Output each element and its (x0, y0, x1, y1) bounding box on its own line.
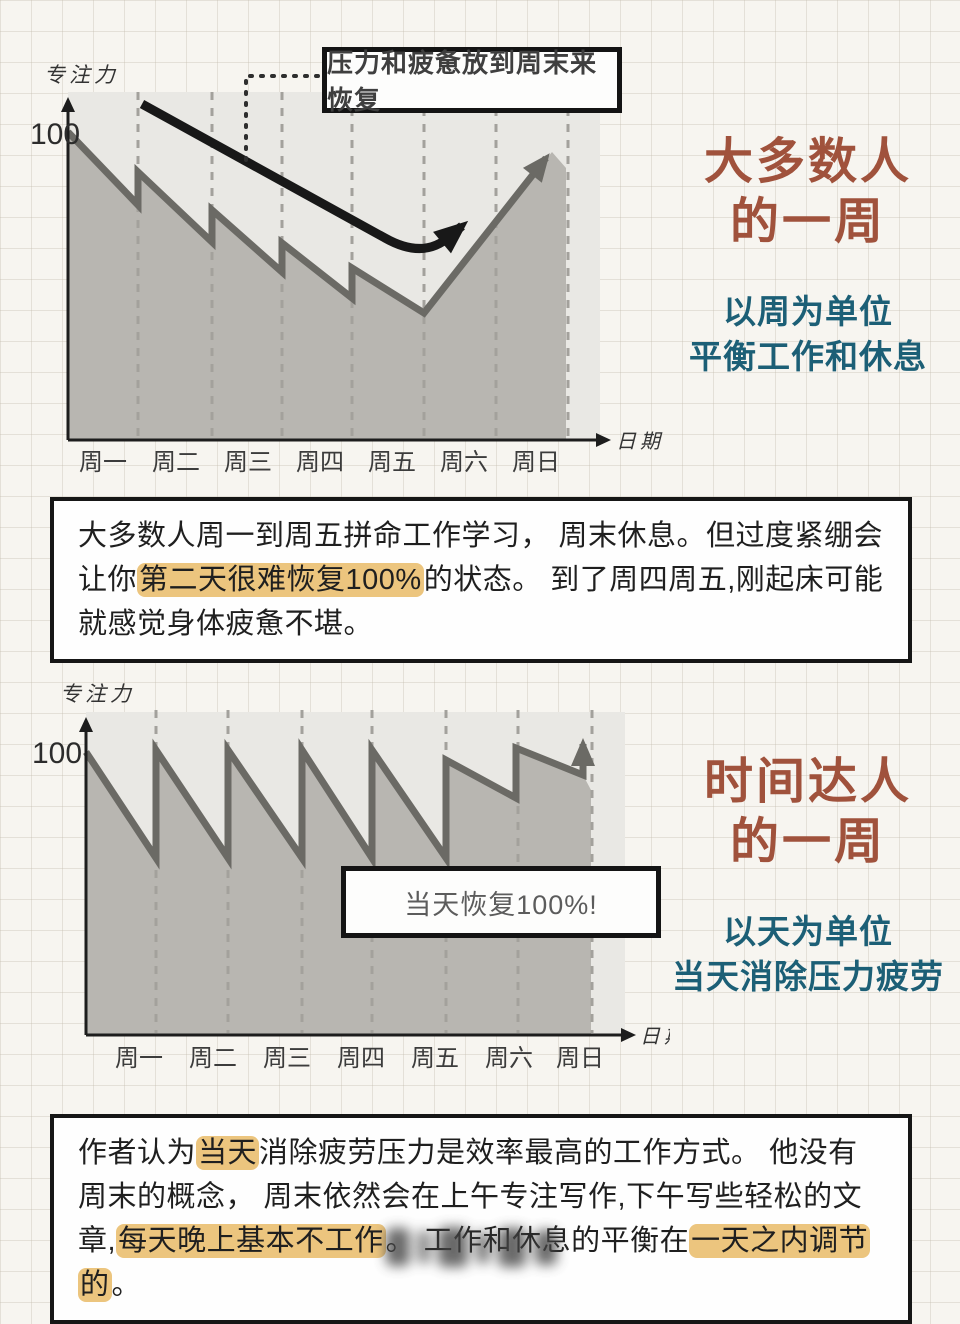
title-line: 大多数人 (703, 135, 912, 189)
x-axis-label: 日期 (640, 1026, 670, 1048)
panel-subtitle-weekly-balance: 以周为单位 平衡工作和休息 (657, 289, 959, 380)
y-tick-100: 100 (30, 118, 80, 151)
y-tick-100: 100 (32, 737, 82, 770)
subtitle-line: 以天为单位 (723, 912, 893, 950)
paragraph-segment: 。 (111, 1269, 142, 1302)
chart-most-people-week: 专注力 100 日期 周一 周二 周三 周四 周五 周六 周日 (30, 63, 664, 476)
svg-text:周二: 周二 (189, 1045, 237, 1072)
svg-text:周五: 周五 (411, 1045, 459, 1072)
paragraph-segment: 大多数人周一到周五拼命工作学习， 周末休息。但过度紧绷会让你 (78, 520, 884, 597)
day-tick-labels: 周一 周二 周三 周四 周五 周六 周日 (79, 449, 560, 476)
day-tick-labels: 周一 周二 周三 周四 周五 周六 周日 (115, 1045, 604, 1072)
svg-text:周日: 周日 (556, 1045, 604, 1072)
title-line: 的一周 (729, 814, 886, 869)
svg-text:周六: 周六 (485, 1045, 533, 1072)
svg-text:周一: 周一 (115, 1045, 163, 1072)
paragraph-segment: 的状态。 到了周四周五,刚起床可能就感觉身体疲惫不堪。 (78, 564, 884, 641)
focus-sawtooth-line (65, 129, 550, 318)
panel-title-most-people: 大多数人 的一周 (657, 133, 959, 253)
annotation-text: 压力和疲惫放到周末来恢复 (327, 48, 598, 115)
callout-dotted-connector (244, 74, 320, 170)
paragraph-segment: 作者认为 (78, 1137, 197, 1169)
svg-text:周三: 周三 (263, 1045, 311, 1072)
focus-sawtooth-line (83, 738, 595, 870)
right-panel-time-master: 时间达人 的一周 以天为单位 当天消除压力疲劳 (657, 753, 959, 1000)
focus-area-fill (86, 748, 591, 1035)
annotation-box-weekend-recovery: 压力和疲惫放到周末来恢复 (322, 47, 622, 115)
annotation-text: 当天恢复100%! (404, 889, 598, 920)
focus-area-fill (68, 132, 566, 440)
x-axis-label: 日期 (616, 431, 664, 453)
subtitle-line: 以周为单位 (723, 292, 893, 330)
explanation-box-most-people: 大多数人周一到周五拼命工作学习， 周末休息。但过度紧绷会让你第二天很难恢复100… (50, 497, 912, 664)
panel-subtitle-daily-balance: 以天为单位 当天消除压力疲劳 (657, 909, 959, 1000)
y-axis-label: 专注力 (60, 682, 135, 706)
axes (61, 97, 611, 447)
highlighted-segment: 每天晚上基本不工作 (116, 1224, 386, 1259)
stress-trend-line (139, 100, 469, 254)
infographic-canvas: 专注力 100 日期 周一 周二 周三 周四 周五 周六 周日 压力和疲惫放到周… (30, 47, 959, 1324)
day-boundary-gridlines (136, 92, 570, 438)
right-panel-most-people: 大多数人 的一周 以周为单位 平衡工作和休息 (657, 133, 959, 380)
paragraph-segment: 消除疲劳压力是效率最高的工作方式。 他没有周末的概念， 周末依然会在上午专注写作… (78, 1137, 863, 1258)
subtitle-line: 平衡工作和休息 (689, 338, 927, 376)
svg-text:周四: 周四 (296, 449, 344, 476)
axes (79, 717, 636, 1042)
highlighted-segment: 第二天很难恢复100% (137, 563, 424, 598)
subtitle-line: 当天消除压力疲劳 (672, 958, 944, 996)
title-line: 的一周 (729, 194, 886, 249)
annotation-box-daily-recovery: 当天恢复100%! (341, 866, 661, 938)
svg-text:周三: 周三 (224, 449, 272, 476)
svg-text:周二: 周二 (152, 449, 200, 476)
blurred-watermark (386, 1224, 601, 1270)
explanation-box-time-master: 作者认为当天消除疲劳压力是效率最高的工作方式。 他没有周末的概念， 周末依然会在… (50, 1114, 912, 1324)
svg-text:周四: 周四 (337, 1045, 385, 1072)
y-axis-label: 专注力 (44, 63, 119, 87)
title-line: 时间达人 (703, 755, 912, 809)
svg-text:周一: 周一 (79, 449, 127, 476)
highlighted-segment: 当天 (196, 1136, 260, 1170)
svg-text:周五: 周五 (368, 449, 416, 476)
svg-text:周六: 周六 (440, 449, 488, 476)
panel-title-time-master: 时间达人 的一周 (657, 753, 959, 873)
svg-text:周日: 周日 (512, 449, 560, 476)
